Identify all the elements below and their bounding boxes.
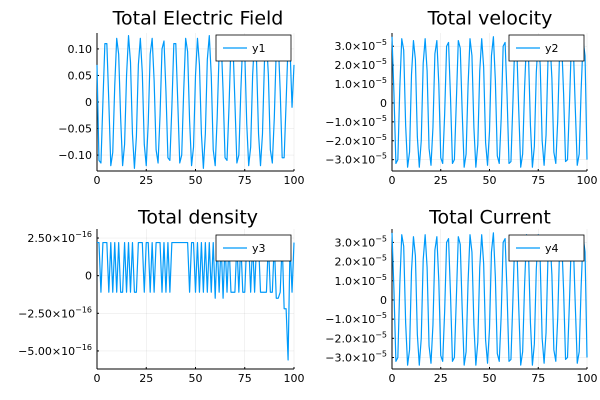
y-tick-mantissa: 3.0×10 (334, 40, 375, 53)
x-tick-label: 75 (238, 372, 252, 385)
legend: y1 (215, 34, 292, 62)
y-tick-label: −3.0×10−5 (325, 152, 387, 167)
x-tick-label: 50 (483, 174, 497, 187)
y-tick-exponent: −5 (375, 254, 387, 263)
y-tick-label: −0.05 (58, 123, 92, 136)
y-tick-label: −1.0×10−5 (325, 114, 387, 129)
series-line-y4 (391, 232, 588, 366)
y-tick-label: −0.10 (58, 149, 92, 162)
y-tick-mantissa: 1.0×10 (334, 78, 375, 91)
y-tick-label: −2.50×10−16 (18, 305, 92, 320)
series-line-y2 (391, 36, 588, 168)
legend-label: y3 (252, 242, 266, 255)
y-tick-label: 3.0×10−5 (334, 38, 387, 53)
y-tick-exponent: −16 (75, 343, 92, 352)
y-tick-label: 1.0×10−5 (334, 273, 387, 288)
y-tick-label: 0.10 (68, 43, 93, 56)
x-tick-label: 0 (94, 174, 101, 187)
legend-label: y1 (252, 42, 266, 55)
y-tick-exponent: −5 (375, 349, 387, 358)
y-tick-exponent: −5 (375, 38, 387, 47)
legend-label: y2 (545, 42, 559, 55)
y-tick-label: 1.0×10−5 (334, 76, 387, 91)
y-tick-mantissa: 1.0×10 (334, 275, 375, 288)
x-tick-label: 25 (139, 174, 153, 187)
subplot-title: Total Electric Field (112, 8, 284, 30)
y-tick-exponent: −5 (375, 133, 387, 142)
y-tick-mantissa: −5.00×10 (18, 345, 75, 358)
series-line-y3 (97, 241, 295, 361)
y-tick-label: −1.0×10−5 (325, 311, 387, 326)
y-tick-label: 0 (85, 96, 92, 109)
y-tick-label: −5.00×10−16 (18, 343, 92, 358)
x-tick-label: 0 (94, 372, 101, 385)
y-tick-mantissa: 2.0×10 (334, 256, 375, 269)
subplot-title: Total Current (428, 207, 551, 229)
x-tick-label: 100 (577, 174, 598, 187)
x-tick-label: 25 (139, 372, 153, 385)
legend: y3 (215, 234, 292, 262)
y-tick-exponent: −5 (375, 114, 387, 123)
subplot-title: Total density (137, 207, 258, 229)
y-tick-mantissa: −3.0×10 (325, 154, 375, 167)
y-tick-mantissa: 2.0×10 (334, 59, 375, 72)
series-line-y1 (96, 35, 295, 169)
x-tick-label: 75 (531, 372, 545, 385)
y-tick-mantissa: −2.50×10 (18, 307, 75, 320)
y-tick-exponent: −16 (75, 230, 92, 239)
y-tick-label: 3.0×10−5 (334, 234, 387, 249)
x-tick-label: 100 (284, 372, 305, 385)
x-tick-label: 50 (189, 372, 203, 385)
x-tick-label: 50 (483, 372, 497, 385)
legend: y4 (508, 234, 585, 262)
y-tick-exponent: −16 (75, 305, 92, 314)
y-tick-mantissa: −1.0×10 (325, 116, 375, 129)
x-tick-label: 0 (389, 174, 396, 187)
x-tick-label: 50 (189, 174, 203, 187)
y-tick-mantissa: −2.0×10 (325, 332, 375, 345)
y-tick-exponent: −5 (375, 152, 387, 161)
y-tick-mantissa: −2.0×10 (325, 135, 375, 148)
y-tick-exponent: −5 (375, 311, 387, 320)
y-tick-exponent: −5 (375, 330, 387, 339)
x-tick-label: 100 (577, 372, 598, 385)
x-tick-label: 100 (284, 174, 305, 187)
y-tick-label: −3.0×10−5 (325, 349, 387, 364)
y-tick-label: 2.0×10−5 (334, 57, 387, 72)
x-tick-label: 25 (434, 372, 448, 385)
legend-label: y4 (545, 242, 559, 255)
x-tick-label: 0 (389, 372, 396, 385)
x-tick-label: 75 (531, 174, 545, 187)
x-tick-label: 25 (434, 174, 448, 187)
legend: y2 (508, 34, 585, 62)
y-tick-label: −2.0×10−5 (325, 133, 387, 148)
y-tick-exponent: −5 (375, 234, 387, 243)
y-tick-label: 0 (85, 270, 92, 283)
y-tick-exponent: −5 (375, 76, 387, 85)
y-tick-label: 2.50×10−16 (27, 230, 92, 245)
y-tick-mantissa: −3.0×10 (325, 351, 375, 364)
y-tick-label: 0.05 (68, 69, 93, 82)
y-tick-exponent: −5 (375, 273, 387, 282)
y-tick-mantissa: 3.0×10 (334, 236, 375, 249)
y-tick-exponent: −5 (375, 57, 387, 66)
y-tick-mantissa: 2.50×10 (27, 232, 75, 245)
subplot-title: Total velocity (427, 8, 553, 30)
y-tick-mantissa: −1.0×10 (325, 313, 375, 326)
x-tick-label: 75 (238, 174, 252, 187)
y-tick-label: −2.0×10−5 (325, 330, 387, 345)
y-tick-label: 0 (380, 97, 387, 110)
y-tick-label: 2.0×10−5 (334, 254, 387, 269)
y-tick-label: 0 (380, 294, 387, 307)
